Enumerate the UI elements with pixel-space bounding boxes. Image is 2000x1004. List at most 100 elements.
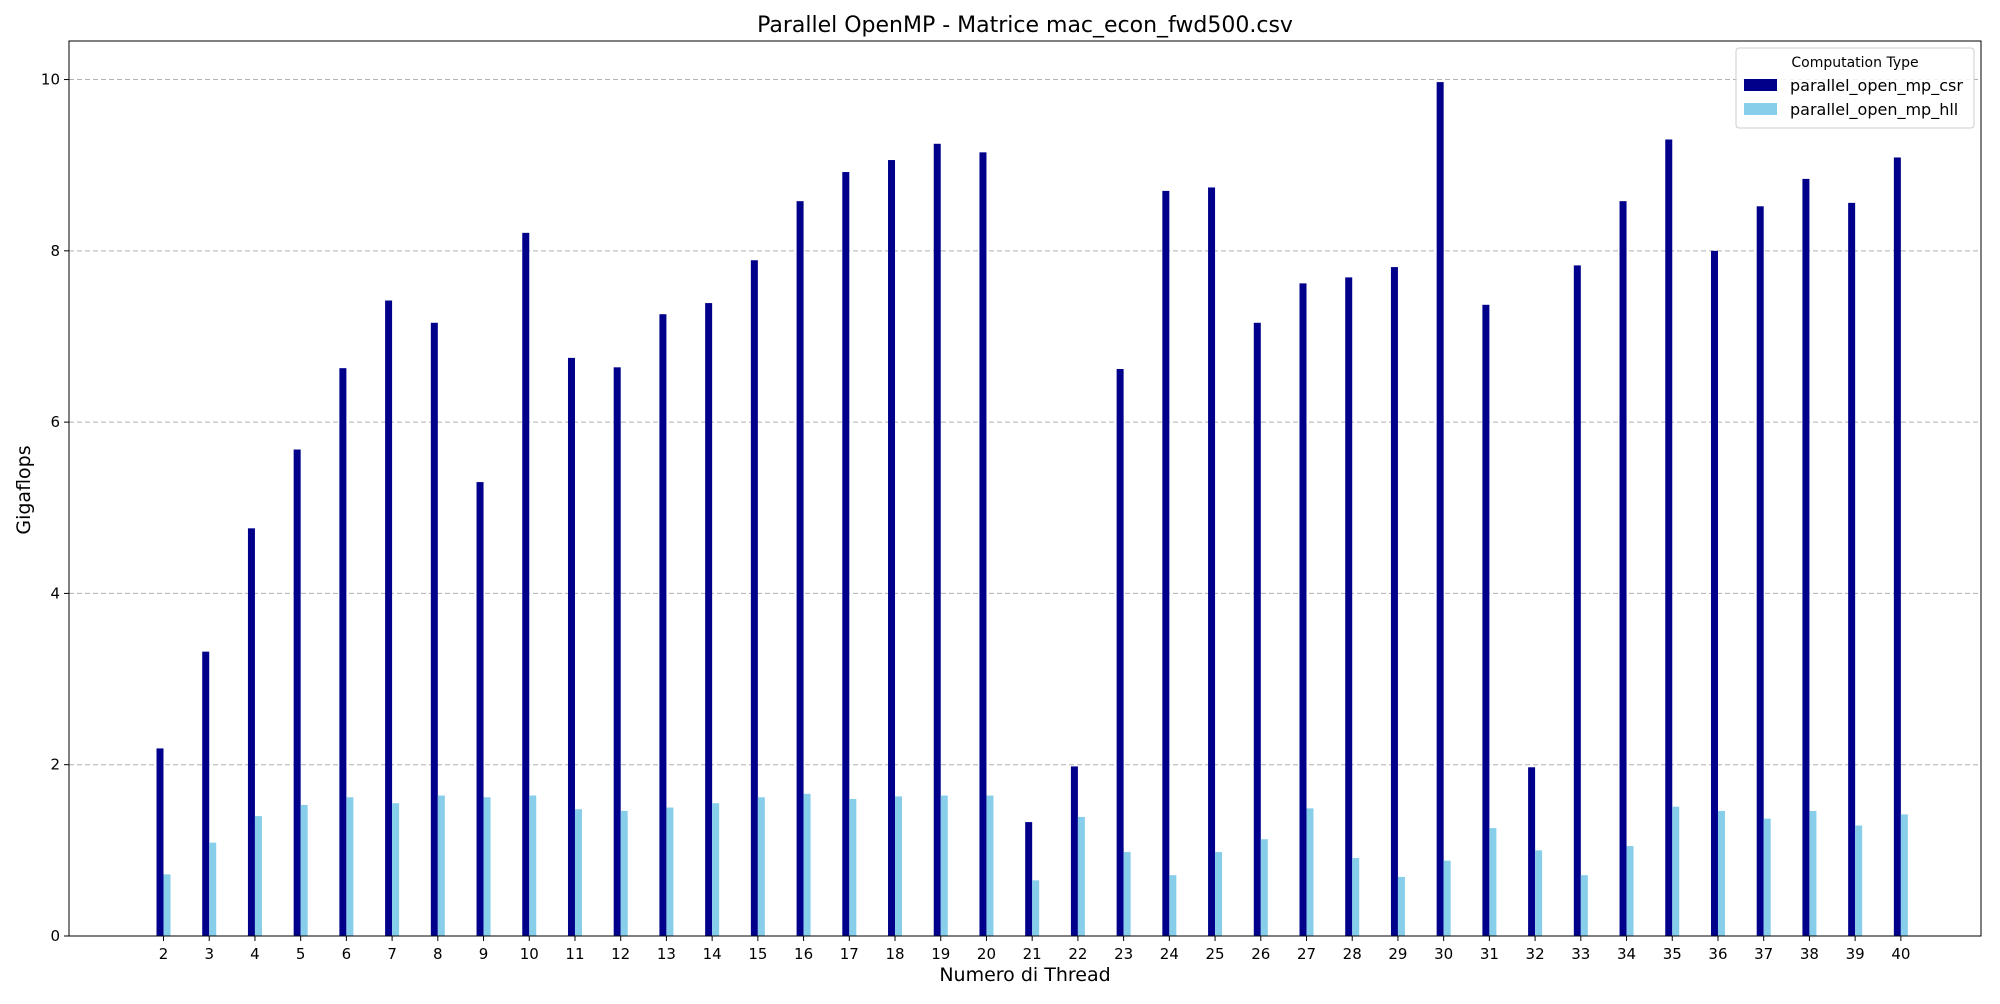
bar-parallel_open_mp_hll-17 bbox=[849, 798, 857, 936]
bar-parallel_open_mp_csr-24 bbox=[1162, 190, 1170, 937]
x-tick-label: 6 bbox=[342, 945, 352, 963]
x-tick-label: 27 bbox=[1297, 945, 1316, 963]
x-tick-label: 32 bbox=[1526, 945, 1545, 963]
bar-parallel_open_mp_csr-18 bbox=[888, 160, 896, 936]
x-tick-label: 10 bbox=[520, 945, 539, 963]
x-tick-label: 36 bbox=[1708, 945, 1727, 963]
bar-parallel_open_mp_hll-39 bbox=[1855, 825, 1863, 936]
bar-parallel_open_mp_csr-27 bbox=[1299, 283, 1307, 936]
x-tick-label: 26 bbox=[1251, 945, 1270, 963]
bar-parallel_open_mp_hll-23 bbox=[1123, 852, 1131, 936]
x-tick-label: 37 bbox=[1754, 945, 1773, 963]
x-tick-label: 24 bbox=[1160, 945, 1179, 963]
x-tick-label: 38 bbox=[1800, 945, 1819, 963]
bar-parallel_open_mp_csr-17 bbox=[842, 172, 850, 937]
bar-parallel_open_mp_hll-20 bbox=[986, 795, 994, 936]
bar-parallel_open_mp_csr-8 bbox=[430, 322, 438, 936]
bar-parallel_open_mp_hll-2 bbox=[163, 874, 171, 936]
legend-label-parallel_open_mp_csr: parallel_open_mp_csr bbox=[1790, 76, 1963, 96]
bar-parallel_open_mp_csr-37 bbox=[1756, 206, 1764, 937]
x-tick-label: 20 bbox=[977, 945, 996, 963]
x-tick-label: 40 bbox=[1891, 945, 1910, 963]
x-tick-label: 12 bbox=[611, 945, 630, 963]
bar-parallel_open_mp_csr-36 bbox=[1710, 250, 1718, 937]
bar-parallel_open_mp_hll-33 bbox=[1580, 875, 1588, 936]
bar-parallel_open_mp_csr-34 bbox=[1619, 201, 1627, 936]
legend-swatch-parallel_open_mp_hll bbox=[1744, 103, 1777, 115]
y-tick-label: 2 bbox=[50, 756, 60, 774]
x-tick-label: 2 bbox=[159, 945, 169, 963]
bar-parallel_open_mp_hll-16 bbox=[803, 793, 811, 936]
bar-parallel_open_mp_hll-38 bbox=[1809, 810, 1817, 936]
x-tick-label: 15 bbox=[748, 945, 767, 963]
x-tick-label: 13 bbox=[657, 945, 676, 963]
bar-parallel_open_mp_hll-3 bbox=[209, 842, 217, 936]
y-tick-label: 0 bbox=[50, 927, 60, 945]
bar-parallel_open_mp_csr-22 bbox=[1070, 766, 1078, 936]
bar-parallel_open_mp_csr-12 bbox=[613, 367, 621, 936]
bar-parallel_open_mp_hll-26 bbox=[1260, 839, 1268, 936]
legend: Computation Type parallel_open_mp_csrpara… bbox=[1735, 47, 1975, 129]
bar-parallel_open_mp_csr-3 bbox=[202, 651, 210, 936]
bar-parallel_open_mp_hll-7 bbox=[392, 803, 400, 936]
x-tick-label: 33 bbox=[1571, 945, 1590, 963]
bar-parallel_open_mp_csr-39 bbox=[1848, 202, 1856, 936]
x-tick-label: 29 bbox=[1388, 945, 1407, 963]
x-tick-label: 19 bbox=[931, 945, 950, 963]
bar-parallel_open_mp_hll-11 bbox=[574, 809, 582, 936]
x-axis-label: Numero di Thread bbox=[939, 964, 1110, 986]
bar-parallel_open_mp_csr-26 bbox=[1253, 322, 1261, 936]
bar-parallel_open_mp_csr-13 bbox=[659, 314, 667, 936]
bar-parallel_open_mp_csr-31 bbox=[1482, 304, 1490, 937]
bar-parallel_open_mp_hll-6 bbox=[346, 797, 354, 936]
x-tick-label: 18 bbox=[885, 945, 904, 963]
bar-parallel_open_mp_hll-24 bbox=[1169, 875, 1177, 936]
x-tick-label: 17 bbox=[840, 945, 859, 963]
bar-parallel_open_mp_csr-32 bbox=[1528, 767, 1536, 936]
bar-parallel_open_mp_csr-16 bbox=[796, 201, 804, 936]
bar-parallel_open_mp_hll-12 bbox=[620, 810, 628, 936]
x-tick-label: 16 bbox=[794, 945, 813, 963]
bar-parallel_open_mp_csr-7 bbox=[385, 300, 393, 936]
legend-frame bbox=[1735, 47, 1975, 129]
x-tick-label: 35 bbox=[1663, 945, 1682, 963]
bar-parallel_open_mp_csr-19 bbox=[933, 143, 941, 936]
y-axis-label: Gigaflops bbox=[13, 445, 35, 534]
bar-parallel_open_mp_hll-31 bbox=[1489, 828, 1497, 936]
x-tick-label: 21 bbox=[1023, 945, 1042, 963]
bar-parallel_open_mp_hll-21 bbox=[1032, 880, 1040, 936]
bar-parallel_open_mp_hll-13 bbox=[666, 807, 674, 936]
bar-parallel_open_mp_csr-15 bbox=[750, 260, 758, 936]
bar-parallel_open_mp_hll-22 bbox=[1077, 816, 1085, 936]
x-tick-label: 31 bbox=[1480, 945, 1499, 963]
x-tick-label: 8 bbox=[433, 945, 443, 963]
bar-parallel_open_mp_hll-10 bbox=[529, 795, 537, 936]
bar-parallel_open_mp_csr-38 bbox=[1802, 178, 1810, 936]
legend-swatch-parallel_open_mp_csr bbox=[1744, 79, 1777, 91]
bar-parallel_open_mp_hll-40 bbox=[1900, 814, 1908, 936]
bar-parallel_open_mp_csr-21 bbox=[1025, 822, 1033, 936]
bar-parallel_open_mp_csr-20 bbox=[979, 152, 987, 936]
bar-parallel_open_mp_csr-40 bbox=[1893, 157, 1901, 937]
bar-parallel_open_mp_hll-28 bbox=[1352, 858, 1360, 936]
bar-parallel_open_mp_hll-25 bbox=[1215, 852, 1223, 936]
bar-parallel_open_mp_csr-29 bbox=[1390, 267, 1398, 937]
bar-parallel_open_mp_hll-15 bbox=[757, 797, 765, 936]
bar-parallel_open_mp_csr-4 bbox=[247, 528, 255, 936]
bar-parallel_open_mp_hll-34 bbox=[1626, 846, 1634, 936]
bar-parallel_open_mp_csr-33 bbox=[1573, 265, 1581, 936]
bar-parallel_open_mp_hll-8 bbox=[437, 795, 445, 936]
bar-parallel_open_mp_hll-18 bbox=[895, 796, 903, 936]
y-gridlines bbox=[69, 79, 1981, 766]
x-tick-label: 3 bbox=[204, 945, 214, 963]
bar-parallel_open_mp_csr-25 bbox=[1208, 187, 1216, 937]
bar-parallel_open_mp_csr-10 bbox=[522, 232, 530, 936]
y-tick-label: 10 bbox=[41, 71, 60, 89]
bar-parallel_open_mp_csr-2 bbox=[156, 748, 164, 936]
x-tick-label: 14 bbox=[703, 945, 722, 963]
bar-parallel_open_mp_hll-37 bbox=[1763, 818, 1771, 936]
bar-parallel_open_mp_csr-6 bbox=[339, 368, 347, 936]
legend-title: Computation Type bbox=[1791, 55, 1918, 71]
